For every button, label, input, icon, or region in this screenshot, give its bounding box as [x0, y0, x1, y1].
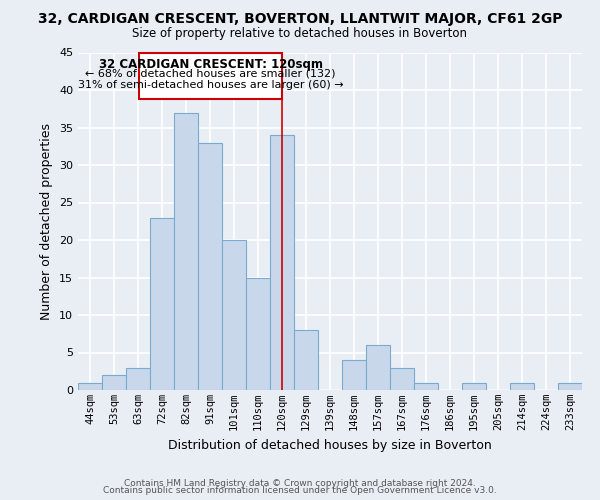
- Bar: [102, 375, 126, 390]
- Text: 32, CARDIGAN CRESCENT, BOVERTON, LLANTWIT MAJOR, CF61 2GP: 32, CARDIGAN CRESCENT, BOVERTON, LLANTWI…: [38, 12, 562, 26]
- Bar: [270, 135, 294, 390]
- Y-axis label: Number of detached properties: Number of detached properties: [40, 122, 53, 320]
- Bar: [558, 382, 582, 390]
- Bar: [414, 382, 438, 390]
- X-axis label: Distribution of detached houses by size in Boverton: Distribution of detached houses by size …: [168, 438, 492, 452]
- Bar: [390, 368, 414, 390]
- Bar: [510, 382, 534, 390]
- Bar: [126, 368, 150, 390]
- Text: Contains HM Land Registry data © Crown copyright and database right 2024.: Contains HM Land Registry data © Crown c…: [124, 478, 476, 488]
- Bar: [462, 382, 486, 390]
- Bar: [246, 278, 270, 390]
- Bar: [366, 345, 390, 390]
- Bar: [222, 240, 246, 390]
- Bar: [174, 112, 198, 390]
- Bar: [198, 142, 222, 390]
- Text: Contains public sector information licensed under the Open Government Licence v3: Contains public sector information licen…: [103, 486, 497, 495]
- Text: 31% of semi-detached houses are larger (60) →: 31% of semi-detached houses are larger (…: [78, 80, 343, 90]
- Text: Size of property relative to detached houses in Boverton: Size of property relative to detached ho…: [133, 28, 467, 40]
- FancyBboxPatch shape: [139, 52, 282, 99]
- Text: ← 68% of detached houses are smaller (132): ← 68% of detached houses are smaller (13…: [85, 69, 336, 79]
- Bar: [78, 382, 102, 390]
- Bar: [294, 330, 318, 390]
- Bar: [150, 218, 174, 390]
- Bar: [342, 360, 366, 390]
- Text: 32 CARDIGAN CRESCENT: 120sqm: 32 CARDIGAN CRESCENT: 120sqm: [98, 58, 323, 70]
